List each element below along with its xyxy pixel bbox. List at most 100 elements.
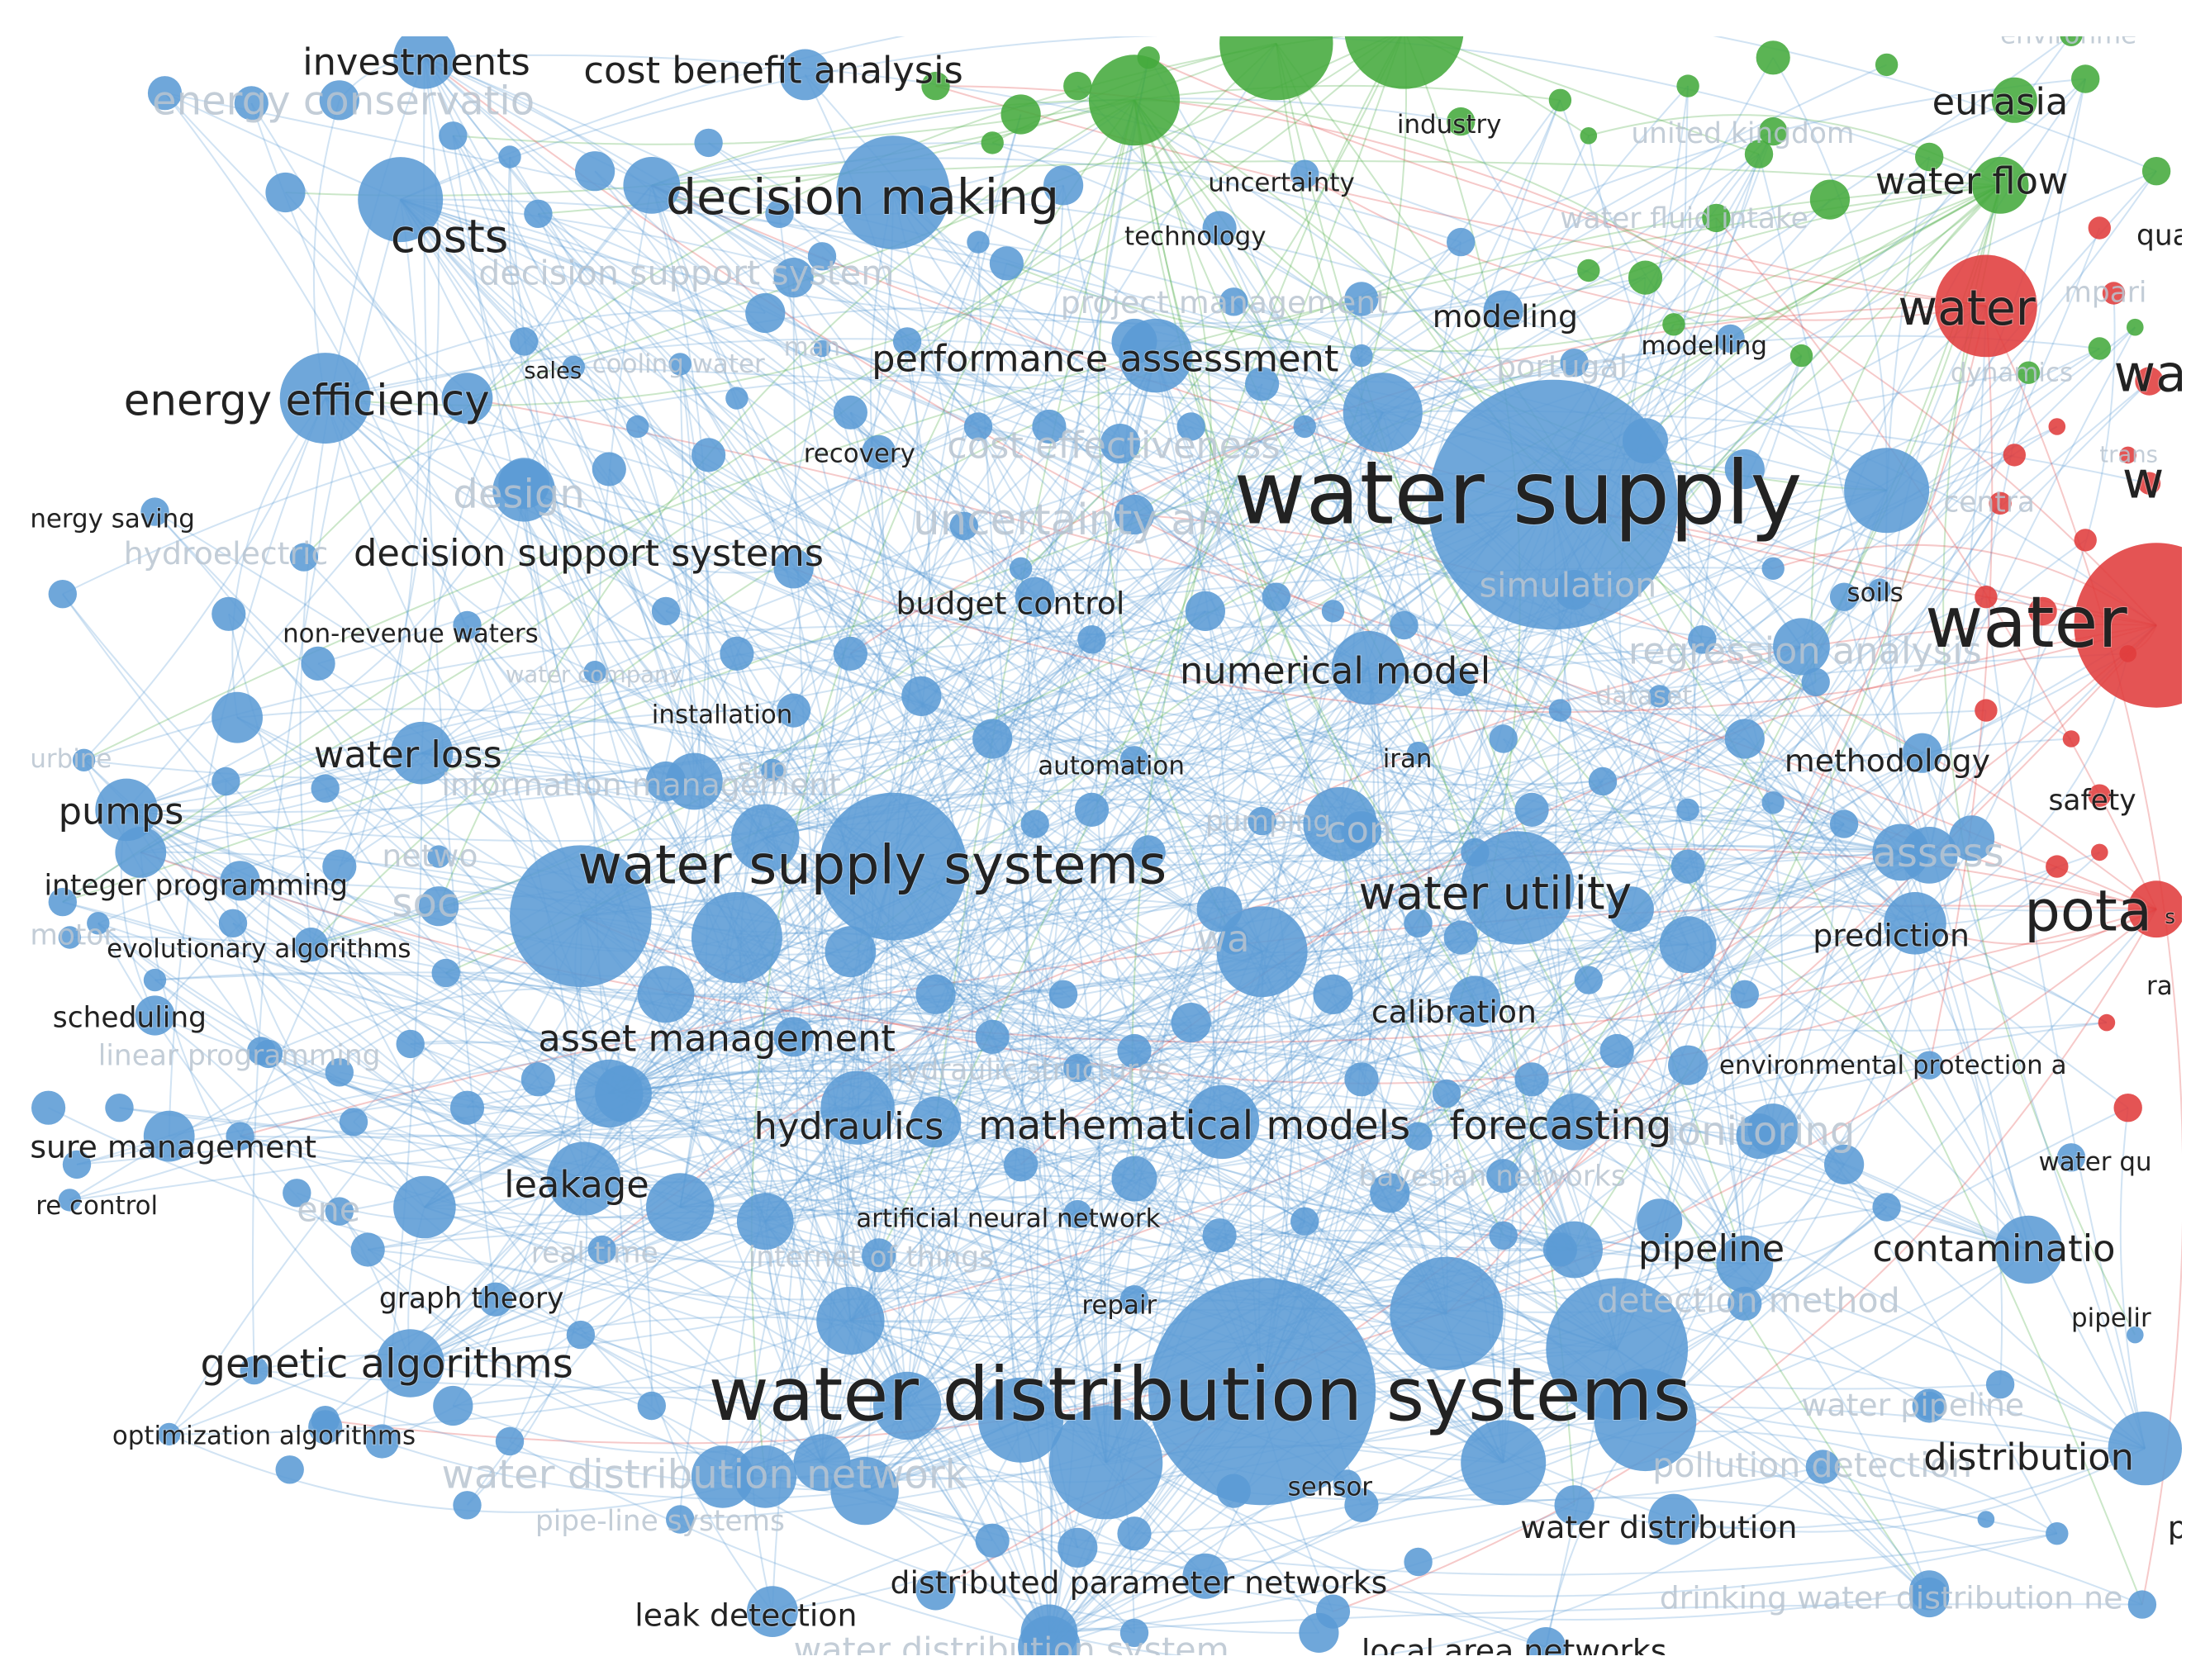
keyword-node[interactable] [1461, 1420, 1547, 1506]
keyword-node[interactable] [725, 387, 749, 410]
term-label-faint-hydroelectric[interactable]: hydroelectric [124, 535, 329, 572]
keyword-node[interactable] [2046, 1522, 2069, 1545]
keyword-node-environmental-protection[interactable] [1915, 1051, 1944, 1080]
keyword-node[interactable] [218, 909, 248, 938]
keyword-node-faint-con[interactable] [1341, 811, 1381, 852]
keyword-node-water-utility[interactable] [1461, 831, 1575, 945]
keyword-node-water-loss[interactable] [390, 721, 454, 785]
term-label-pressure-control[interactable]: re control [35, 1190, 159, 1222]
keyword-node-faint-cooling-water[interactable] [668, 353, 692, 376]
term-label-water[interactable]: water [1897, 279, 2036, 337]
term-label-prediction[interactable]: prediction [1812, 916, 1970, 954]
network-canvas[interactable]: urbine decision support system project man… [31, 36, 2182, 1655]
term-label-automation[interactable]: automation [1037, 750, 1186, 781]
term-label-faint-project-management[interactable]: project management [1061, 284, 1388, 320]
term-label-energy-efficiency[interactable]: energy efficiency [123, 376, 491, 427]
term-label-faint-dynamics[interactable]: dynamics [1951, 358, 2073, 388]
term-label-modeling[interactable]: modeling [1432, 297, 1579, 335]
keyword-node[interactable] [1390, 610, 1419, 640]
term-label-decision-making[interactable]: decision making [665, 168, 1060, 226]
keyword-node-automation[interactable] [1119, 746, 1149, 775]
keyword-node-water-supply-systems[interactable] [819, 792, 967, 941]
keyword-node[interactable] [1447, 227, 1476, 257]
keyword-node[interactable] [1977, 1511, 1995, 1528]
keyword-node[interactable] [1514, 1062, 1549, 1097]
keyword-node[interactable] [453, 1491, 482, 1520]
term-label-faint-uncertainty-analysis[interactable]: uncertainty an [913, 496, 1224, 545]
keyword-node-mathematical-models[interactable] [1185, 1084, 1260, 1160]
keyword-node-methodology[interactable] [1902, 733, 1942, 773]
keyword-node[interactable] [2088, 337, 2111, 360]
keyword-node[interactable] [975, 1019, 1010, 1054]
keyword-node[interactable] [1659, 916, 1717, 973]
keyword-cooccurrence-network[interactable]: urbine decision support system project man… [31, 36, 2182, 1655]
term-label-repair[interactable]: repair [1081, 1289, 1157, 1321]
keyword-node-faint-portugal[interactable] [1560, 349, 1589, 377]
term-label-non-revenue-waters[interactable]: non-revenue waters [282, 619, 539, 650]
term-label-faint-information-management[interactable]: information management [442, 766, 841, 803]
keyword-node[interactable] [275, 1455, 304, 1484]
keyword-node[interactable] [1196, 886, 1243, 933]
keyword-node[interactable] [1662, 313, 1685, 336]
keyword-node[interactable] [2127, 318, 2144, 336]
keyword-node[interactable] [1730, 980, 1759, 1009]
term-label-faint-assess[interactable]: assess [1872, 830, 2003, 876]
term-label-faint-water-fluid-intake[interactable]: water fluid intake [1560, 202, 1808, 235]
keyword-node[interactable] [967, 230, 990, 254]
keyword-node[interactable] [1744, 140, 1774, 168]
term-label-pipeline[interactable]: pipeline [1637, 1227, 1785, 1271]
keyword-node[interactable] [1176, 412, 1205, 441]
term-label-uncertainty[interactable]: uncertainty [1207, 167, 1355, 198]
keyword-node[interactable] [115, 827, 167, 878]
keyword-node-faint-design[interactable] [498, 458, 550, 510]
term-label-faint-dataset[interactable]: dataset [1595, 681, 1692, 711]
keyword-node-leak-detection[interactable] [747, 1586, 798, 1637]
keyword-node-non-revenue-waters[interactable] [453, 610, 482, 640]
keyword-node[interactable] [793, 1434, 851, 1492]
keyword-node[interactable] [211, 596, 246, 631]
keyword-node[interactable] [691, 1445, 754, 1508]
keyword-node[interactable] [1048, 1406, 1163, 1520]
keyword-node[interactable] [1489, 1221, 1518, 1251]
keyword-node[interactable] [901, 676, 942, 717]
keyword-node-faint-water-company[interactable] [583, 661, 606, 684]
term-label-faint-water-distribution-system[interactable]: water distribution system [794, 1630, 1229, 1655]
keyword-node-faint-pollution-detection[interactable] [1805, 1450, 1840, 1484]
keyword-node[interactable] [226, 1122, 254, 1151]
keyword-node[interactable] [1350, 344, 1373, 368]
term-label-graph-theory[interactable]: graph theory [378, 1282, 565, 1317]
keyword-node-evolutionary-algorithms[interactable] [293, 928, 329, 962]
keyword-node[interactable] [1915, 142, 1944, 172]
keyword-node-faint-pumping[interactable] [1248, 806, 1276, 836]
term-label-iran[interactable]: iran [1382, 743, 1433, 775]
keyword-node[interactable] [325, 1058, 354, 1087]
keyword-node-safety[interactable] [2088, 784, 2111, 807]
keyword-node[interactable] [816, 1286, 885, 1355]
keyword-node[interactable] [720, 636, 754, 672]
keyword-node[interactable] [1844, 448, 1930, 534]
keyword-node[interactable] [623, 157, 681, 214]
keyword-node[interactable] [1185, 591, 1225, 632]
keyword-node-faint-simulation[interactable] [1554, 570, 1595, 610]
keyword-node[interactable] [234, 86, 269, 121]
keyword-node-pressure-control[interactable] [58, 1189, 82, 1212]
keyword-node-water-big[interactable] [2074, 543, 2182, 708]
keyword-node-contamination[interactable] [1994, 1215, 2063, 1284]
keyword-node[interactable] [949, 511, 979, 540]
keyword-node[interactable] [807, 242, 837, 271]
keyword-node[interactable] [1262, 582, 1291, 611]
keyword-node[interactable] [393, 1175, 456, 1239]
keyword-node[interactable] [1063, 71, 1092, 101]
keyword-node-faint-dataset[interactable] [1648, 685, 1671, 708]
keyword-node[interactable] [105, 1094, 134, 1122]
term-label-water-distribution-systems[interactable]: water distribution systems [708, 1351, 1692, 1439]
keyword-node[interactable] [1057, 1527, 1098, 1568]
keyword-node-artificial-neural-network[interactable] [1063, 1199, 1092, 1229]
keyword-node[interactable] [1756, 40, 1790, 75]
keyword-node-pressure-management[interactable] [143, 1110, 195, 1162]
keyword-node-faint-centra[interactable] [1989, 491, 2012, 515]
term-label-faint-cooling-water[interactable]: cooling water [592, 349, 765, 379]
keyword-node[interactable] [1676, 798, 1699, 822]
term-label-sensor[interactable]: sensor [1287, 1471, 1374, 1502]
keyword-node[interactable] [495, 1426, 525, 1456]
